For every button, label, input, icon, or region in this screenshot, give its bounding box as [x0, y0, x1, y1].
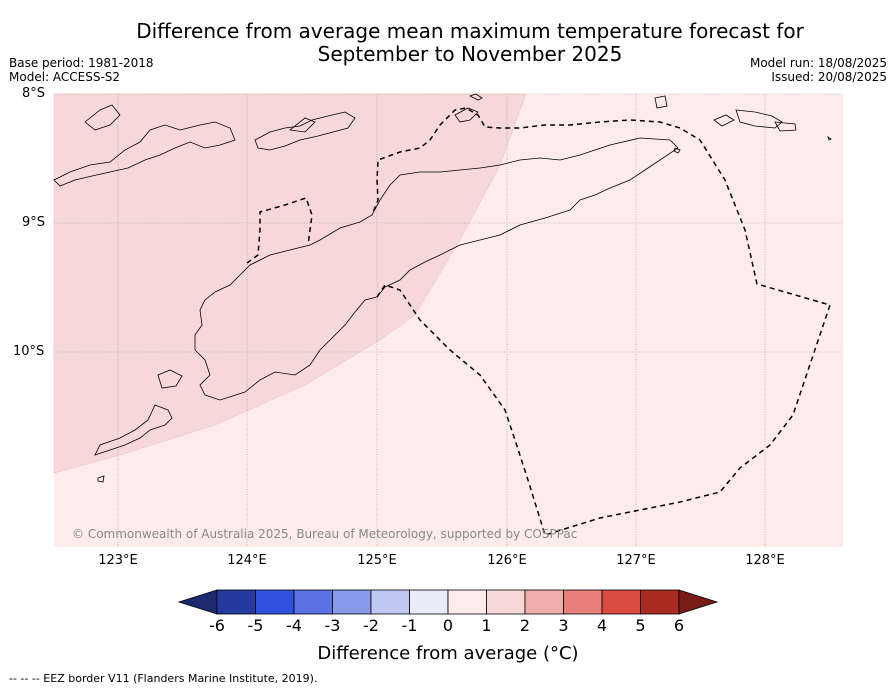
colorbar-cell-11	[601, 589, 641, 615]
meta-right: Model run: 18/08/2025 Issued: 20/08/2025	[750, 56, 887, 84]
eez-borders	[246, 107, 831, 536]
issued-date: Issued: 20/08/2025	[771, 70, 887, 84]
colorbar-cell-2	[255, 589, 295, 615]
title-line-1: Difference from average mean maximum tem…	[136, 19, 804, 43]
colorbar-cell-10	[563, 589, 603, 615]
colorbar-tick-label: 4	[596, 616, 608, 635]
model-name: Model: ACCESS-S2	[9, 70, 121, 84]
timor-coast	[194, 137, 679, 401]
lon-label-125e: 125°E	[357, 553, 397, 568]
colorbar-tick-label: 6	[673, 616, 685, 635]
lon-label-124e: 124°E	[227, 553, 267, 568]
colorbar-cell-5	[370, 589, 410, 615]
map-title: Difference from average mean maximum tem…	[0, 20, 896, 66]
colorbar-cell-8	[486, 589, 526, 615]
colorbar-tick-label: 5	[635, 616, 646, 635]
graticule	[54, 93, 843, 547]
lat-label-9s: 9°S	[22, 215, 46, 230]
colorbar-tick-label: -2	[363, 616, 379, 635]
colorbar-tick-label: -1	[401, 616, 418, 635]
north-island-1	[53, 121, 236, 187]
eez-border-oecusse	[246, 197, 313, 264]
north-island-2	[84, 104, 121, 131]
lat-label-10s: 10°S	[13, 344, 45, 359]
colorbar-cell-12	[640, 589, 680, 615]
east-islet-4	[713, 114, 735, 127]
model-run: Model run: 18/08/2025	[749, 56, 887, 70]
colorbar-cell-9	[524, 589, 564, 615]
north-island-3	[254, 111, 356, 151]
atauro-coast	[454, 107, 479, 123]
east-islet-1	[654, 95, 668, 109]
colorbar-cell-7	[447, 589, 487, 615]
meta-left: Base period: 1981-2018 Model: ACCESS-S2	[9, 56, 154, 84]
east-islet-6	[673, 147, 681, 154]
anomaly-fill-high	[53, 93, 527, 474]
colorbar-cell-3	[293, 589, 333, 615]
lon-label-126e: 126°E	[487, 553, 527, 568]
title-line-2: September to November 2025	[317, 42, 623, 66]
lon-label-127e: 127°E	[616, 553, 656, 568]
eez-border-timor-leste	[371, 107, 831, 536]
lon-label-128e: 128°E	[745, 553, 785, 568]
colorbar-tick-label: -5	[247, 616, 264, 635]
colorbar	[177, 589, 719, 615]
colorbar-tick-label: 3	[558, 616, 569, 635]
colorbar-cell-6	[409, 589, 449, 615]
islet-coast-2	[157, 369, 183, 389]
east-islet-2	[735, 109, 783, 129]
copyright-notice: © Commonwealth of Australia 2025, Bureau…	[72, 527, 578, 541]
colorbar-tick-label: -3	[324, 616, 341, 635]
colorbar-under-arrow	[177, 589, 218, 615]
lat-label-8s: 8°S	[22, 86, 46, 101]
colorbar-tick-label: 0	[442, 616, 454, 635]
rote-coast	[94, 404, 173, 456]
coastlines	[53, 93, 832, 483]
colorbar-title: Difference from average (°C)	[317, 643, 579, 664]
wetar-coast	[468, 93, 483, 101]
lon-label-123e: 123°E	[98, 553, 138, 568]
north-island-4	[289, 117, 316, 133]
eez-footnote: -- -- -- EEZ border V11 (Flanders Marine…	[9, 672, 318, 685]
colorbar-cell-1	[216, 589, 256, 615]
colorbar-tick-label: 1	[481, 616, 492, 635]
east-islet-3	[774, 121, 797, 132]
colorbar-tick-label: 2	[519, 616, 531, 635]
colorbar-tick-label: -4	[286, 616, 302, 635]
colorbar-over-arrow	[678, 589, 719, 615]
colorbar-cell-4	[332, 589, 372, 615]
east-islet-5	[827, 136, 832, 141]
islet-coast-1	[97, 475, 105, 483]
colorbar-tick-label: -6	[209, 616, 225, 635]
base-period: Base period: 1981-2018	[9, 56, 154, 70]
